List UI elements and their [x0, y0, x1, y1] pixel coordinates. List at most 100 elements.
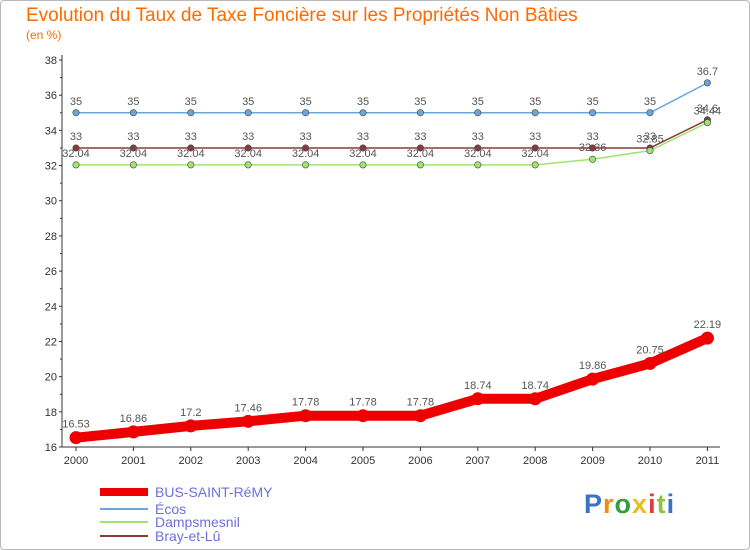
y-tick-label: 32 [45, 161, 57, 173]
logo-letter: t [656, 489, 667, 519]
data-label-0: 17.78 [292, 397, 320, 409]
y-tick-label: 24 [45, 301, 57, 313]
series-point-1 [531, 109, 539, 117]
data-label-0: 17.78 [349, 397, 377, 409]
data-label-0: 17.46 [234, 402, 262, 414]
data-label-2: 32.04 [234, 148, 262, 160]
data-label-0: 22.19 [694, 319, 722, 331]
series-point-0 [356, 409, 370, 423]
series-point-2 [359, 161, 367, 169]
legend-label-3: Bray-et-Lû [155, 528, 220, 544]
data-label-3: 34.6 [697, 103, 718, 115]
data-label-1: 35 [357, 96, 369, 108]
series-point-2 [244, 161, 252, 169]
data-label-2: 32.04 [464, 148, 492, 160]
data-label-3: 33 [414, 131, 426, 143]
data-label-3: 33 [185, 131, 197, 143]
series-point-3 [72, 144, 80, 152]
logo-letter: i [648, 489, 657, 519]
y-tick-label: 22 [45, 336, 57, 348]
data-label-3: 33 [472, 131, 484, 143]
series-point-1 [244, 109, 252, 117]
x-tick-label: 2003 [236, 455, 260, 467]
data-label-1: 35 [644, 96, 656, 108]
series-point-1 [302, 109, 310, 117]
data-label-0: 16.86 [120, 413, 148, 425]
logo-letter: o [614, 489, 633, 519]
series-point-0 [643, 356, 657, 370]
legend-label-0: BUS-SAINT-RéMY [155, 484, 273, 500]
series-point-2 [646, 147, 654, 155]
data-label-2: 32.04 [521, 148, 549, 160]
series-point-3 [129, 144, 137, 152]
series-point-1 [474, 109, 482, 117]
data-label-3: 33 [70, 131, 82, 143]
x-tick-label: 2010 [638, 455, 662, 467]
series-point-1 [72, 109, 80, 117]
series-point-3 [302, 144, 310, 152]
data-label-0: 18.74 [464, 380, 492, 392]
series-point-1 [646, 109, 654, 117]
series-point-2 [531, 161, 539, 169]
data-label-1: 35 [127, 96, 139, 108]
data-label-3: 33 [242, 131, 254, 143]
x-tick-label: 2001 [121, 455, 145, 467]
data-label-2: 32.04 [120, 148, 148, 160]
data-label-0: 17.78 [407, 397, 435, 409]
data-label-0: 17.2 [180, 407, 201, 419]
series-point-0 [69, 431, 83, 445]
data-label-0: 20.75 [636, 344, 664, 356]
data-label-2: 32.04 [177, 148, 205, 160]
series-point-1 [589, 109, 597, 117]
series-point-2 [416, 161, 424, 169]
series-point-3 [416, 144, 424, 152]
data-label-3: 33 [299, 131, 311, 143]
series-point-2 [129, 161, 137, 169]
data-label-1: 35 [242, 96, 254, 108]
logo-letter: r [603, 489, 615, 519]
series-point-2 [72, 161, 80, 169]
series-point-1 [416, 109, 424, 117]
x-tick-label: 2000 [64, 455, 88, 467]
series-point-2 [302, 161, 310, 169]
data-label-3: 33 [357, 131, 369, 143]
x-tick-label: 2002 [179, 455, 203, 467]
data-label-1: 35 [185, 96, 197, 108]
series-point-1 [359, 109, 367, 117]
series-point-0 [241, 414, 255, 428]
series-point-0 [700, 331, 714, 345]
series-point-3 [187, 144, 195, 152]
data-label-0: 18.74 [521, 380, 549, 392]
data-label-0: 16.53 [62, 419, 90, 431]
y-tick-label: 28 [45, 231, 57, 243]
x-tick-label: 2009 [580, 455, 604, 467]
proxiti-logo: Proxiti [584, 489, 675, 520]
data-label-0: 19.86 [579, 360, 607, 372]
data-label-3: 33 [127, 131, 139, 143]
series-point-1 [703, 79, 711, 87]
y-tick-label: 34 [45, 125, 57, 137]
data-label-2: 32.04 [349, 148, 377, 160]
y-tick-label: 30 [45, 196, 57, 208]
y-tick-label: 38 [45, 55, 57, 67]
x-tick-label: 2005 [351, 455, 375, 467]
series-point-1 [187, 109, 195, 117]
x-tick-label: 2007 [466, 455, 490, 467]
series-line-3 [75, 119, 709, 149]
data-label-1: 35 [414, 96, 426, 108]
series-point-0 [126, 425, 140, 439]
series-point-3 [531, 144, 539, 152]
data-label-1: 36.7 [697, 66, 718, 78]
series-point-3 [244, 144, 252, 152]
series-point-3 [359, 144, 367, 152]
series-point-2 [474, 161, 482, 169]
x-tick-label: 2011 [696, 455, 720, 467]
y-axis-unit-label: (en %) [26, 28, 62, 42]
data-label-2: 32.04 [292, 148, 320, 160]
series-point-0 [528, 392, 542, 406]
data-label-2: 34.44 [694, 106, 722, 118]
series-point-0 [413, 409, 427, 423]
legend-label-1: Écos [155, 501, 186, 517]
y-tick-label: 26 [45, 266, 57, 278]
